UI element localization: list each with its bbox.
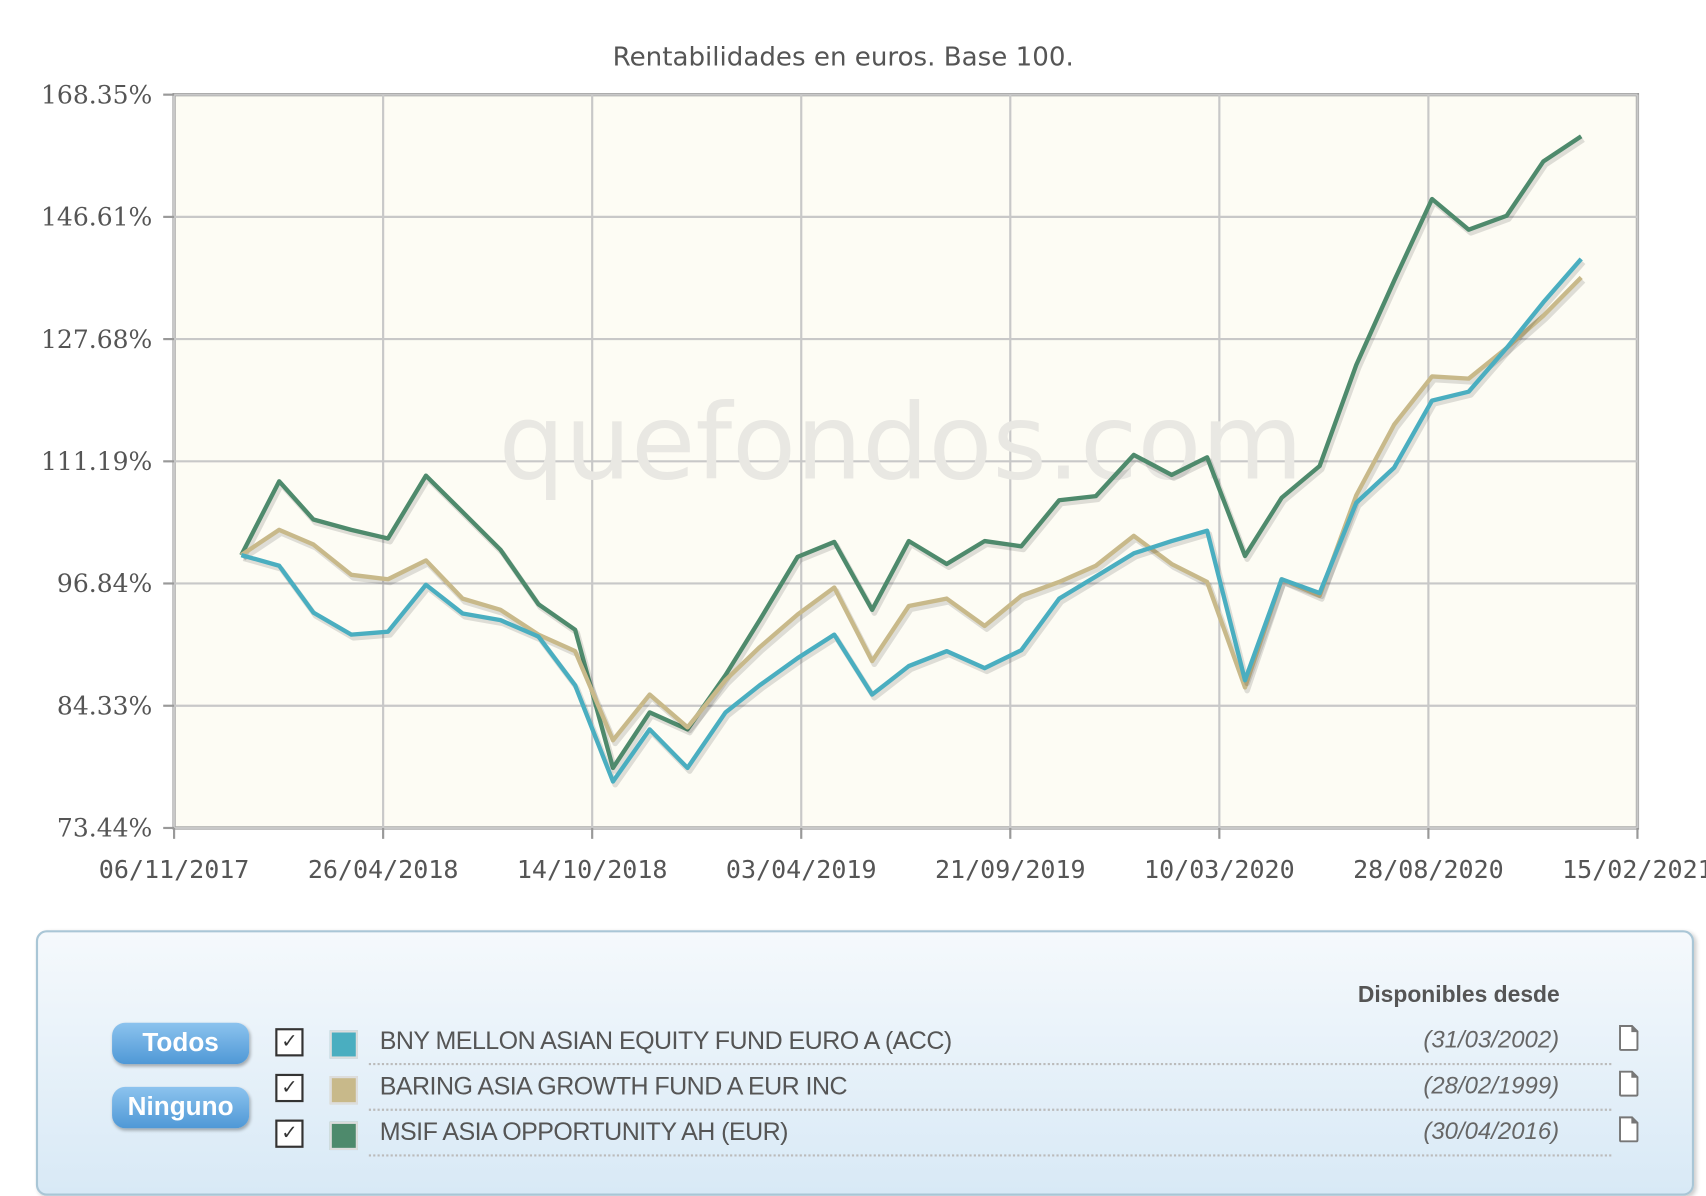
- series-lines: [239, 134, 1586, 788]
- x-tick-label: 21/09/2019: [935, 855, 1086, 884]
- series-name: MSIF ASIA OPPORTUNITY AH (EUR): [379, 1117, 789, 1146]
- series-color-swatch: [329, 1030, 358, 1059]
- grid: [172, 93, 1639, 830]
- available-since-date: (28/02/1999): [1423, 1071, 1560, 1099]
- series-checkbox[interactable]: ✓: [275, 1119, 304, 1148]
- available-since-header: Disponibles desde: [1357, 982, 1560, 1008]
- x-tick-label: 14/10/2018: [517, 855, 668, 884]
- y-axis: 168.35% 146.61% 127.68% 111.19% 96.84% 84.33%…: [41, 80, 175, 843]
- document-icon[interactable]: [1618, 1024, 1640, 1052]
- series-name: BARING ASIA GROWTH FUND A EUR INC: [379, 1071, 848, 1100]
- series-line-2[interactable]: [240, 275, 1583, 743]
- y-tick-label: 146.61%: [41, 203, 152, 232]
- y-tick-label: 168.35%: [41, 80, 152, 109]
- x-tick-label: 03/04/2019: [726, 855, 877, 884]
- series-color-swatch: [329, 1076, 358, 1105]
- available-since-date: (30/04/2016): [1423, 1117, 1560, 1145]
- row-divider: [368, 1062, 1612, 1066]
- legend-item: ✓ BARING ASIA GROWTH FUND A EUR INC (28/02…: [275, 1067, 1639, 1113]
- series-line-3[interactable]: [239, 134, 1583, 771]
- legend-panel: Disponibles desde Todos Ninguno ✓ BNY MEL…: [35, 930, 1695, 1196]
- x-tick-label: 10/03/2020: [1144, 855, 1295, 884]
- available-since-date: (31/03/2002): [1423, 1025, 1560, 1054]
- y-tick-label: 111.19%: [41, 447, 152, 476]
- y-tick-label: 127.68%: [41, 325, 152, 354]
- row-divider: [368, 1154, 1612, 1157]
- y-tick-label: 73.44%: [57, 814, 152, 843]
- document-icon[interactable]: [1618, 1115, 1640, 1143]
- series-checkbox[interactable]: ✓: [275, 1073, 304, 1103]
- chart-page: Rentabilidades en euros. Base 100. quefo…: [35, 42, 1706, 1196]
- x-tick-label: 15/02/2021: [1562, 855, 1706, 884]
- select-all-button[interactable]: Todos: [112, 1022, 250, 1065]
- y-tick-label: 84.33%: [57, 691, 152, 720]
- x-axis: 06/11/2017 26/04/2018 14/10/2018 03/04/2019…: [99, 827, 1706, 884]
- select-none-button[interactable]: Ninguno: [112, 1086, 250, 1129]
- legend-item: ✓ MSIF ASIA OPPORTUNITY AH (EUR) (30/04/20…: [275, 1113, 1639, 1159]
- y-tick-label: 96.84%: [57, 569, 152, 598]
- document-icon[interactable]: [1618, 1070, 1640, 1098]
- chart-title: Rentabilidades en euros. Base 100.: [613, 42, 1074, 72]
- x-tick-label: 26/04/2018: [308, 855, 459, 884]
- series-color-swatch: [329, 1121, 358, 1151]
- legend-item: ✓ BNY MELLON ASIAN EQUITY FUND EURO A (AC…: [275, 1022, 1639, 1068]
- x-tick-label: 06/11/2017: [99, 855, 250, 884]
- row-divider: [368, 1108, 1612, 1111]
- series-shadow: [242, 260, 1586, 788]
- series-name: BNY MELLON ASIAN EQUITY FUND EURO A (ACC…: [379, 1025, 952, 1055]
- series-line-1[interactable]: [240, 257, 1583, 784]
- series-checkbox[interactable]: ✓: [275, 1028, 304, 1057]
- performance-chart: Rentabilidades en euros. Base 100. quefo…: [41, 42, 1706, 884]
- watermark: quefondos.com: [499, 382, 1303, 504]
- x-tick-label: 28/08/2020: [1353, 855, 1504, 884]
